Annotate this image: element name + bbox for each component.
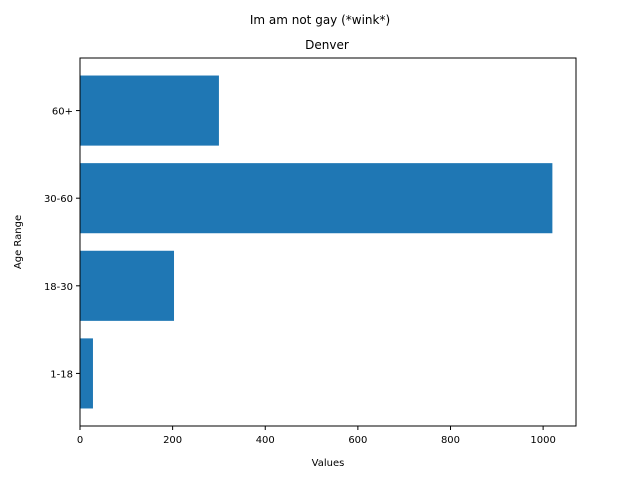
bars-group — [80, 75, 553, 409]
y-tick-label: 18-30 — [44, 282, 73, 293]
chart-subtitle: Denver — [305, 38, 349, 52]
y-axis-ticks: 1-18 18-30 30-60 60+ — [44, 107, 80, 380]
bar-60+ — [80, 75, 219, 146]
x-axis-ticks: 0 200 400 600 800 1000 — [77, 426, 556, 446]
bar-30-60 — [80, 163, 553, 234]
x-tick-label: 1000 — [530, 435, 555, 446]
x-axis-label: Values — [312, 458, 345, 469]
x-tick-label: 200 — [163, 435, 182, 446]
bar-1-18 — [80, 338, 93, 409]
y-axis-label: Age Range — [13, 215, 24, 269]
y-tick-label: 30-60 — [44, 194, 73, 205]
plot-frame — [79, 57, 577, 427]
bar-18-30 — [80, 250, 175, 321]
chart-title: Im am not gay (*wink*) — [250, 13, 390, 27]
y-tick-label: 1-18 — [50, 369, 73, 380]
y-tick-label: 60+ — [52, 107, 73, 118]
x-tick-label: 800 — [441, 435, 460, 446]
x-tick-label: 400 — [256, 435, 275, 446]
x-tick-label: 0 — [77, 435, 83, 446]
x-tick-label: 600 — [348, 435, 367, 446]
